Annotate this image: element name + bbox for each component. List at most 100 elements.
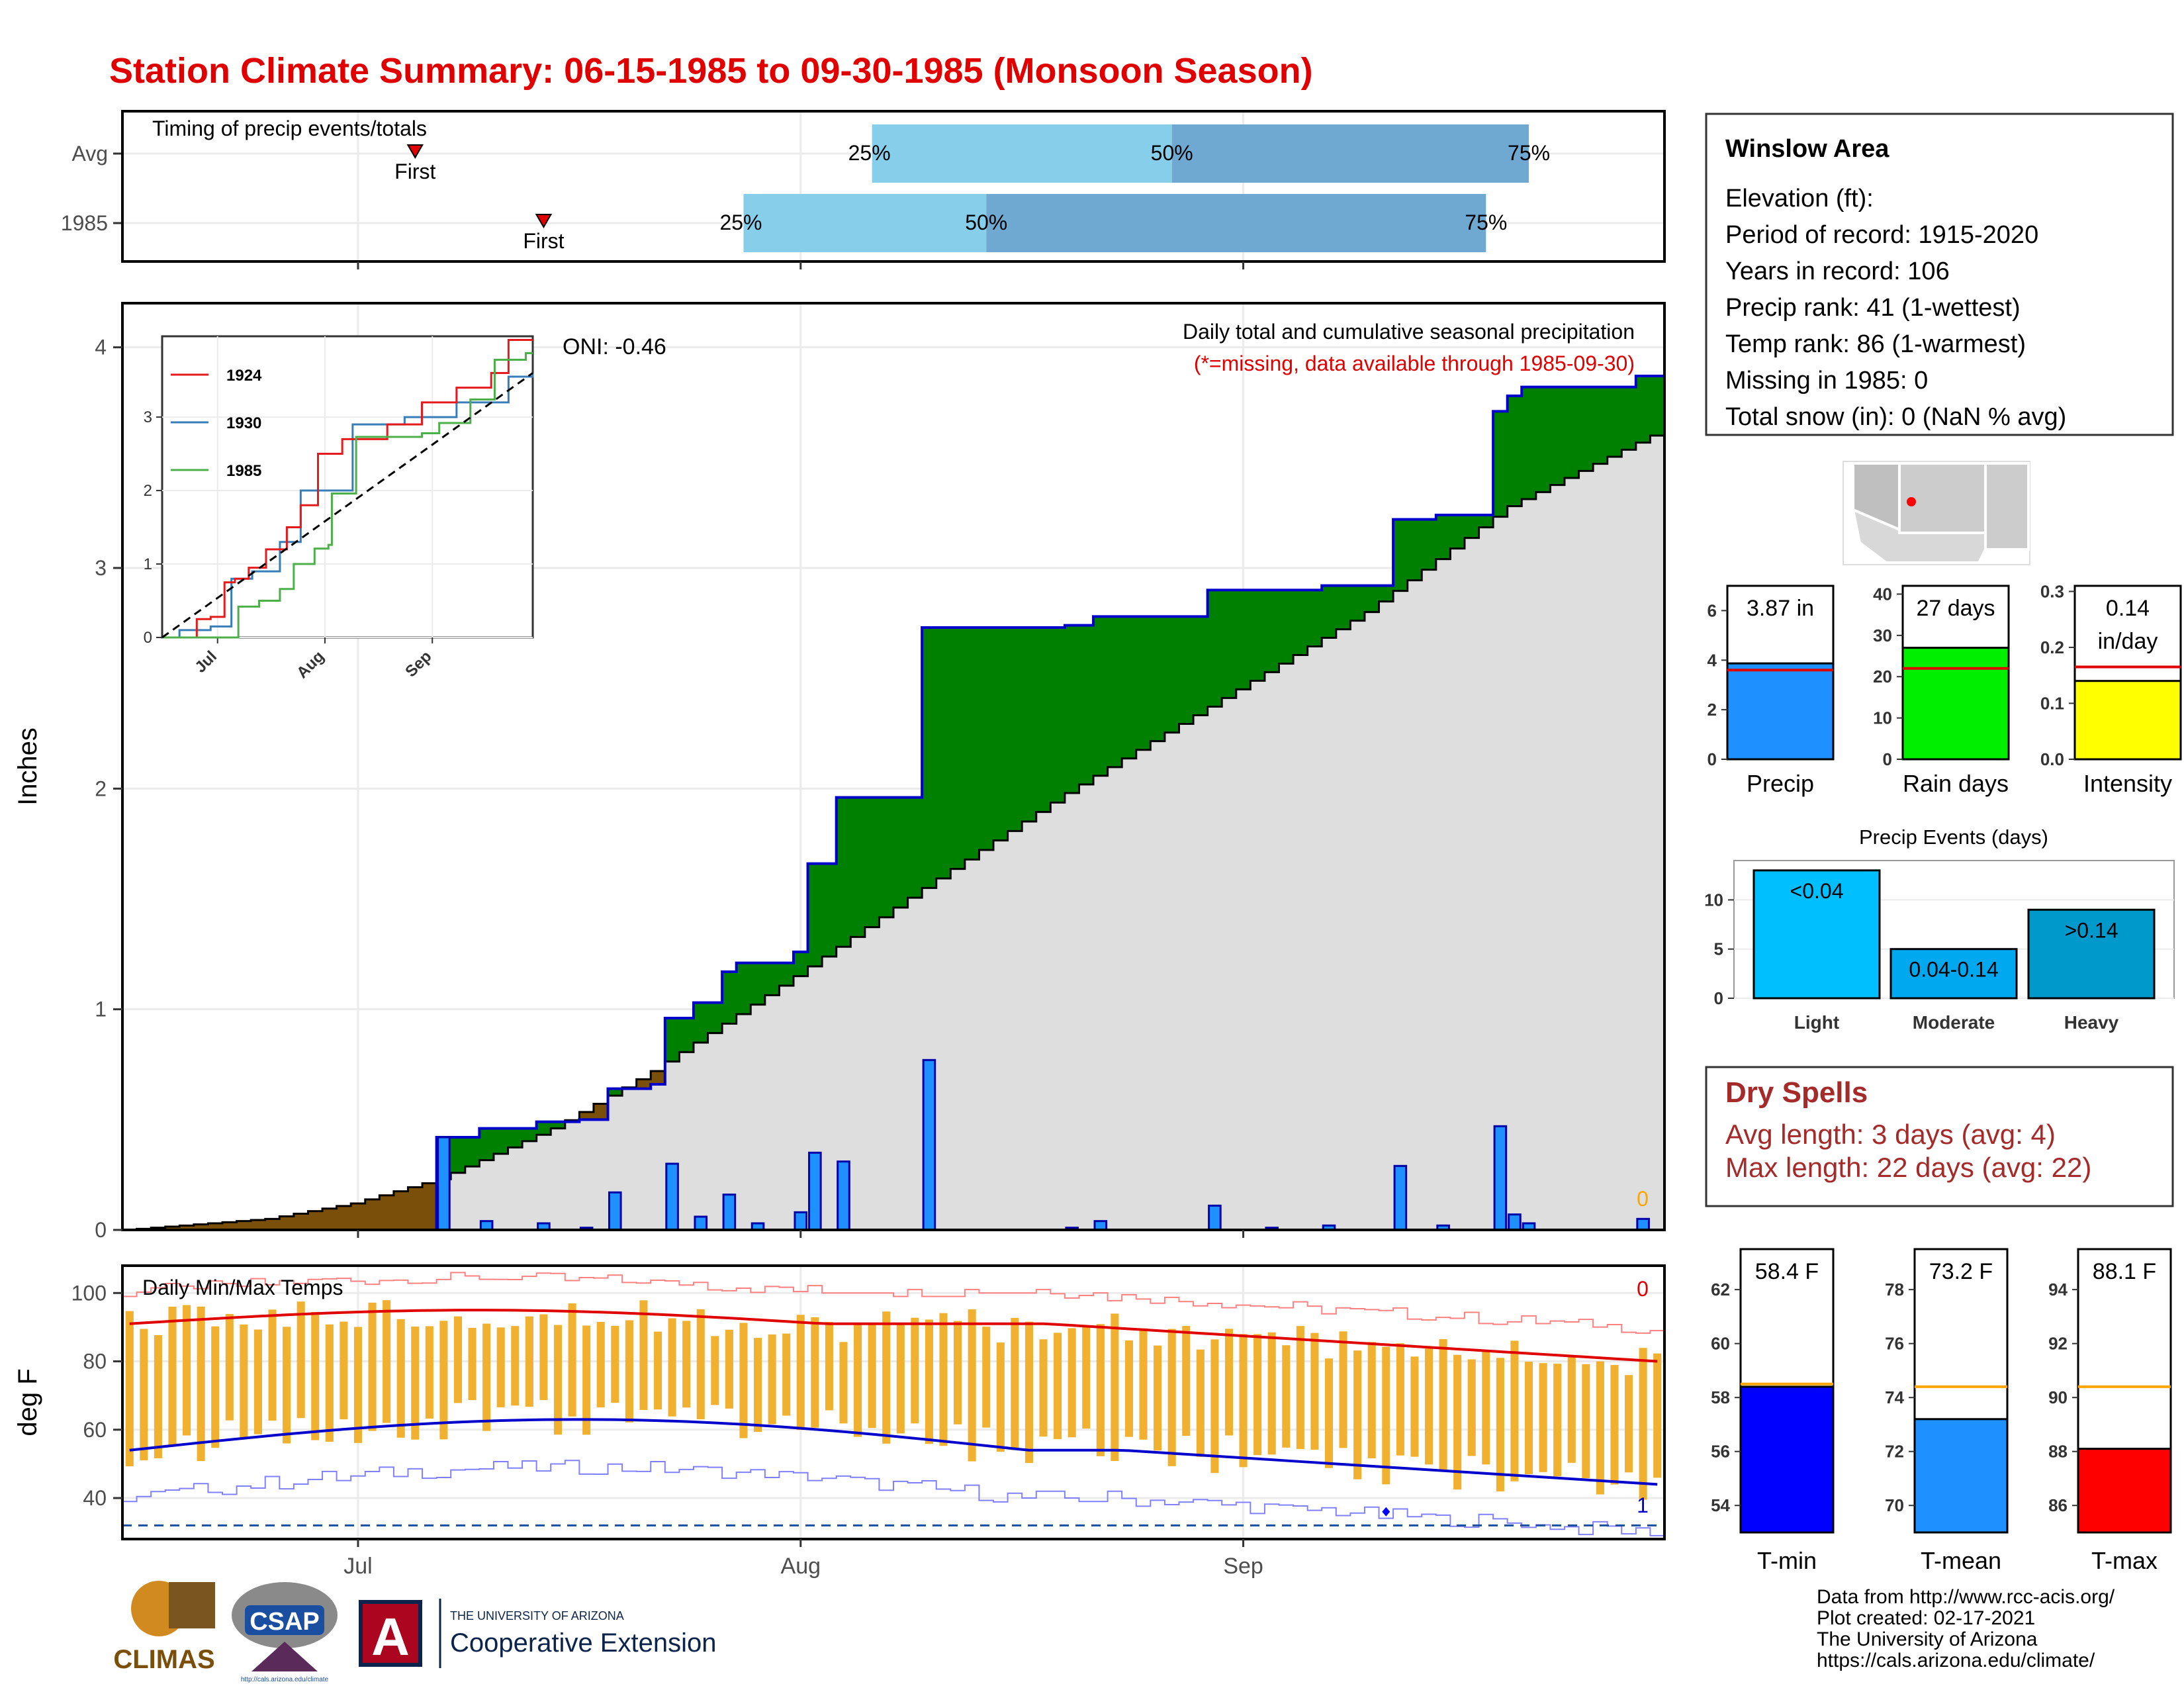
timing-row-label: Avg [71, 142, 108, 165]
x-axis-tick-label: Sep [1223, 1554, 1263, 1579]
oni-label: ONI: -0.46 [563, 334, 666, 359]
daily-temp-bar [1539, 1363, 1547, 1472]
timing-first-marker [535, 214, 553, 228]
csap-logo-text: CSAP [250, 1608, 320, 1636]
daily-temp-bar [1267, 1332, 1276, 1455]
timing-panel: 25%50%75%FirstLastAvg25%50%75%FirstLast1… [61, 110, 2077, 269]
inset-series-1930 [162, 373, 534, 639]
precip-panel: 0 1 2 3 4 Inches Daily total and cumulative se… [13, 302, 1666, 1242]
event-bar [2027, 908, 2156, 1000]
daily-temp-bar [1039, 1339, 1048, 1437]
daily-temp-bar [1582, 1364, 1590, 1479]
timing-first-marker [406, 144, 424, 159]
event-bar [1752, 869, 1881, 1000]
daily-temp-bar [453, 1316, 463, 1403]
daily-precip-bar [722, 1194, 737, 1231]
tstat-y-tick-label: 76 [1885, 1334, 1904, 1354]
temp-y-axis-label: deg F [13, 1368, 42, 1436]
stat-y-tick-label: 6 [1707, 600, 1717, 620]
daily-temp-bar [225, 1314, 234, 1421]
timing-p25-label: 25% [848, 141, 891, 165]
stat-value-label: 27 days [1916, 596, 1995, 621]
daily-temp-bar [1653, 1353, 1662, 1478]
timing-title: Timing of precip events/totals [152, 117, 427, 140]
daily-temp-bar [496, 1327, 505, 1407]
daily-temp-bar [1639, 1348, 1647, 1500]
info-line: Precip rank: 41 (1-wettest) [1725, 294, 2021, 322]
daily-temp-bar [1139, 1328, 1148, 1440]
daily-temp-bar [1210, 1339, 1219, 1474]
tstat-y-tick-label: 62 [1711, 1280, 1730, 1299]
daily-temp-bar [1024, 1321, 1033, 1464]
inset-series-1985 [162, 352, 533, 639]
inset-series-1924 [162, 339, 533, 639]
daily-temp-bar [796, 1315, 805, 1430]
daily-temp-bar [739, 1323, 748, 1438]
temp-panel: 40 60 80 100 Jul Aug Sep deg F Daily Min/Max Tem… [13, 1264, 1666, 1579]
stat-bar [1901, 647, 2010, 761]
daily-temp-bar [1353, 1350, 1362, 1479]
csap-logo-mountain [251, 1642, 318, 1671]
daily-temp-bar [383, 1300, 391, 1423]
tstat-category-label: T-max [2091, 1547, 2158, 1574]
daily-temp-bar [1082, 1327, 1091, 1429]
daily-temp-bar [854, 1325, 862, 1437]
station-info-box: Winslow Area Elevation (ft): Period of rec… [1705, 113, 2174, 436]
timing-first-label: First [523, 229, 564, 253]
footer-line: Plot created: 02-17-2021 [1817, 1607, 2035, 1629]
tstat-y-tick-label: 86 [2048, 1495, 2068, 1515]
inset-y-tick-label: 1 [144, 555, 152, 573]
daily-temp-bar [1096, 1324, 1105, 1456]
tstat-y-tick-label: 60 [1711, 1334, 1730, 1354]
daily-temp-bar [1124, 1340, 1134, 1437]
daily-precip-bar [665, 1162, 679, 1231]
locator-map [1843, 461, 2030, 565]
daily-temp-bar [468, 1328, 477, 1401]
climas-logo-mesa [169, 1582, 215, 1628]
tstat-y-tick-label: 70 [1885, 1495, 1904, 1515]
tstat-bar [1739, 1385, 1835, 1534]
record-high-count: 0 [1637, 1277, 1649, 1301]
daily-temp-bar [1339, 1331, 1347, 1448]
ua-logo-block [359, 1600, 422, 1667]
daily-precip-bar [608, 1191, 622, 1231]
daily-temp-bar [1567, 1355, 1576, 1463]
x-axis-tick-label: Jul [343, 1554, 372, 1579]
daily-temp-bar [996, 1342, 1005, 1452]
daily-temp-bar [482, 1323, 491, 1431]
daily-temp-bar [939, 1313, 948, 1446]
precip-y-tick-label: 0 [95, 1218, 107, 1242]
daily-temp-bar [340, 1321, 348, 1420]
timing-p50-label: 50% [1151, 141, 1193, 165]
daily-temp-bar [325, 1324, 334, 1442]
daily-temp-bar [582, 1325, 591, 1435]
daily-temp-bar [168, 1307, 177, 1446]
daily-precip-bar [694, 1215, 708, 1231]
precip-events: Precip Events (days) 0 5 10 <0.04 Light 0.04-0… [1704, 825, 2175, 1033]
tstat-y-tick-label: 94 [2048, 1280, 2068, 1299]
events-title: Precip Events (days) [1859, 825, 2048, 849]
timing-bar-q1 [872, 124, 1172, 183]
tstat-y-tick-label: 88 [2048, 1442, 2068, 1462]
daily-temp-bar [825, 1322, 833, 1411]
tstat-y-tick-label: 58 [1711, 1387, 1730, 1407]
timing-bar-q2 [1171, 124, 1529, 183]
timing-p25-label: 25% [719, 211, 762, 234]
inset-legend-label: 1985 [226, 462, 261, 480]
stat-y-tick-label: 20 [1873, 667, 1892, 686]
daily-temp-bar [1596, 1361, 1604, 1495]
stat-category-label: Rain days [1903, 770, 2009, 797]
daily-temp-bar [197, 1306, 205, 1462]
stat-bar [2073, 680, 2182, 761]
daily-temp-bar [811, 1317, 819, 1428]
daily-temp-bar [968, 1309, 976, 1462]
inset-y-tick-label: 2 [144, 482, 152, 500]
timing-p50-label: 50% [965, 211, 1007, 234]
daily-temp-bar [1196, 1349, 1205, 1457]
daily-temp-bar [925, 1319, 933, 1444]
info-line: Years in record: 106 [1725, 258, 1950, 285]
daily-temp-bar [1011, 1317, 1019, 1450]
stat-y-tick-label: 0.3 [2040, 581, 2064, 601]
daily-temp-bar [1510, 1340, 1519, 1481]
dry-spells-title: Dry Spells [1725, 1076, 1868, 1109]
